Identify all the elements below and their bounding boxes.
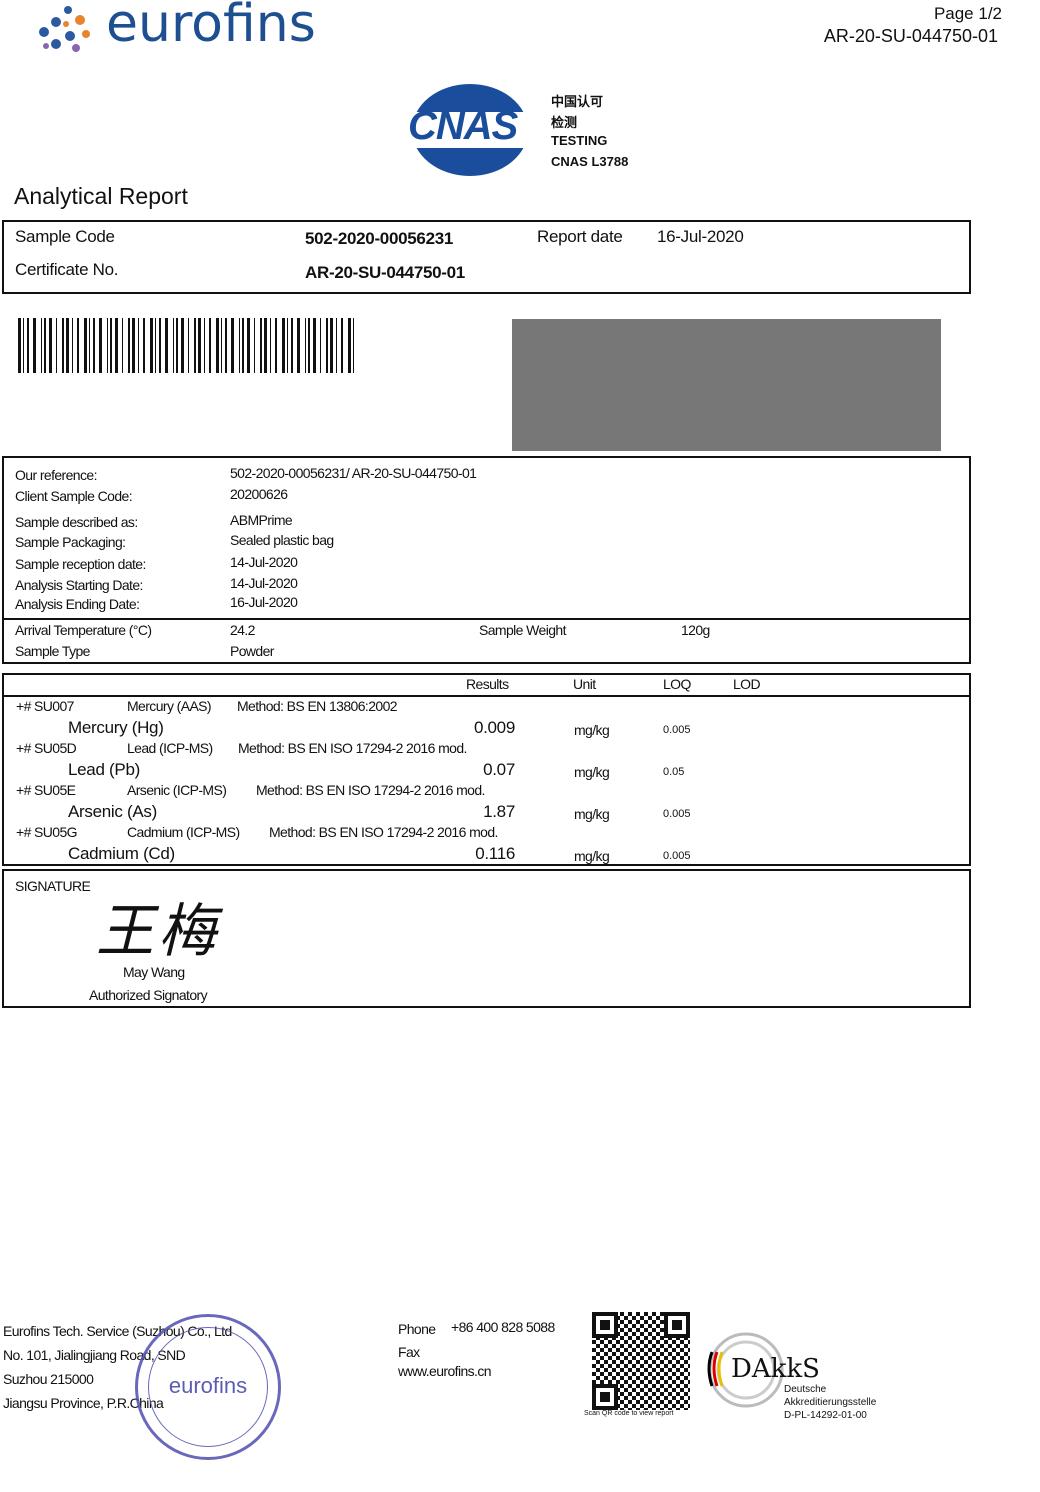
result-value: 1.87 <box>483 802 515 821</box>
details-box <box>2 456 971 620</box>
cnas-text: TESTING <box>551 133 608 148</box>
weight-value: 120g <box>681 622 710 638</box>
website-link[interactable]: www.eurofins.cn <box>398 1363 492 1379</box>
result-unit: mg/kg <box>574 806 610 822</box>
qr-caption: Scan QR code to view report <box>584 1410 674 1417</box>
result-loq: 0.005 <box>663 724 691 736</box>
col-loq: LOQ <box>663 676 691 692</box>
brand-name: eurofins <box>106 0 316 54</box>
detail-value: Sealed plastic bag <box>230 532 334 548</box>
test-code: +# SU05E <box>16 782 76 798</box>
detail-label: Our reference: <box>15 467 97 483</box>
test-method: Method: BS EN 13806:2002 <box>237 698 398 714</box>
dakks-text: DAkkS <box>731 1354 820 1384</box>
analyte-name: Lead (Pb) <box>68 760 140 779</box>
result-unit: mg/kg <box>574 722 610 738</box>
type-label: Sample Type <box>15 643 90 659</box>
fax-label: Fax <box>398 1344 420 1360</box>
report-date-label: Report date <box>537 227 623 246</box>
analyte-name: Arsenic (As) <box>68 802 157 821</box>
header-report-no: AR-20-SU-044750-01 <box>823 26 998 46</box>
sample-code-label: Sample Code <box>15 227 115 246</box>
result-unit: mg/kg <box>574 764 610 780</box>
signature-heading: SIGNATURE <box>15 878 91 894</box>
test-code: +# SU05D <box>16 740 77 756</box>
eurofins-logo-icon <box>39 6 90 52</box>
detail-value: 16-Jul-2020 <box>230 594 298 610</box>
temp-label: Arrival Temperature (°C) <box>15 622 152 638</box>
temp-value: 24.2 <box>230 622 255 638</box>
test-method: Method: BS EN ISO 17294-2 2016 mod. <box>256 782 485 798</box>
detail-label: Analysis Ending Date: <box>15 596 140 612</box>
dakks-line: D-PL-14292-01-00 <box>784 1410 867 1421</box>
address-line: Jiangsu Province, P.R.China <box>3 1395 164 1411</box>
result-loq: 0.005 <box>663 850 691 862</box>
detail-label: Sample Packaging: <box>15 534 126 550</box>
cnas-logo-text: CNAS <box>408 104 518 148</box>
result-loq: 0.005 <box>663 808 691 820</box>
detail-label: Sample described as: <box>15 514 138 530</box>
cnas-text: 检测 <box>551 115 578 130</box>
summary-box <box>2 220 971 294</box>
analyte-name: Mercury (Hg) <box>68 718 164 737</box>
detail-value: 502-2020-00056231/ AR-20-SU-044750-01 <box>230 465 477 481</box>
detail-label: Client Sample Code: <box>15 488 133 504</box>
page-number: Page 1/2 <box>933 4 1002 23</box>
result-value: 0.009 <box>473 718 515 737</box>
qr-code-icon[interactable] <box>592 1312 690 1410</box>
detail-label: Analysis Starting Date: <box>15 577 143 593</box>
test-code: +# SU05G <box>16 824 78 840</box>
weight-label: Sample Weight <box>479 622 566 638</box>
handwritten-signature: 王梅 <box>96 897 221 965</box>
test-code: +# SU007 <box>16 698 74 714</box>
certificate-label: Certificate No. <box>15 260 119 279</box>
address-line: Suzhou 215000 <box>3 1371 94 1387</box>
test-name: Cadmium (ICP-MS) <box>127 824 240 840</box>
conditions-box <box>2 618 971 664</box>
detail-value: 14-Jul-2020 <box>230 554 298 570</box>
stamp-center-text: eurofins <box>168 1373 248 1398</box>
dakks-line: Deutsche <box>784 1384 827 1395</box>
test-method: Method: BS EN ISO 17294-2 2016 mod. <box>238 740 467 756</box>
result-unit: mg/kg <box>574 848 610 864</box>
page-title: Analytical Report <box>14 183 188 209</box>
detail-value: 20200626 <box>230 486 288 502</box>
type-value: Powder <box>230 643 274 659</box>
company-stamp: eurofins <box>135 1314 281 1460</box>
result-value: 0.07 <box>483 760 515 779</box>
test-name: Mercury (AAS) <box>127 698 212 714</box>
detail-value: 14-Jul-2020 <box>230 575 298 591</box>
detail-label: Sample reception date: <box>15 556 146 572</box>
signature-box <box>2 869 971 1008</box>
test-name: Arsenic (ICP-MS) <box>127 782 227 798</box>
report-date: 16-Jul-2020 <box>657 227 744 246</box>
phone: +86 400 828 5088 <box>451 1319 555 1335</box>
phone-label: Phone <box>398 1321 436 1337</box>
result-value: 0.116 <box>475 844 515 863</box>
test-method: Method: BS EN ISO 17294-2 2016 mod. <box>269 824 498 840</box>
dakks-line: Akkreditierungsstelle <box>784 1397 877 1408</box>
analyte-name: Cadmium (Cd) <box>68 844 175 863</box>
cnas-text: CNAS L3788 <box>551 154 629 169</box>
col-results: Results <box>466 676 509 692</box>
signatory-role: Authorized Signatory <box>89 987 208 1003</box>
dakks-logo-icon <box>707 1332 784 1408</box>
test-name: Lead (ICP-MS) <box>127 740 213 756</box>
col-lod: LOD <box>733 676 761 692</box>
detail-value: ABMPrime <box>230 512 293 528</box>
col-unit: Unit <box>573 676 596 692</box>
result-loq: 0.05 <box>663 766 685 778</box>
redacted-area <box>512 319 941 451</box>
results-table <box>2 695 971 866</box>
certificate-no: AR-20-SU-044750-01 <box>305 263 465 282</box>
cnas-text: 中国认可 <box>551 94 604 109</box>
sample-code: 502-2020-00056231 <box>305 229 454 248</box>
barcode-icon <box>18 318 354 373</box>
signatory-name: May Wang <box>123 964 185 980</box>
cnas-logo-icon <box>406 84 536 176</box>
